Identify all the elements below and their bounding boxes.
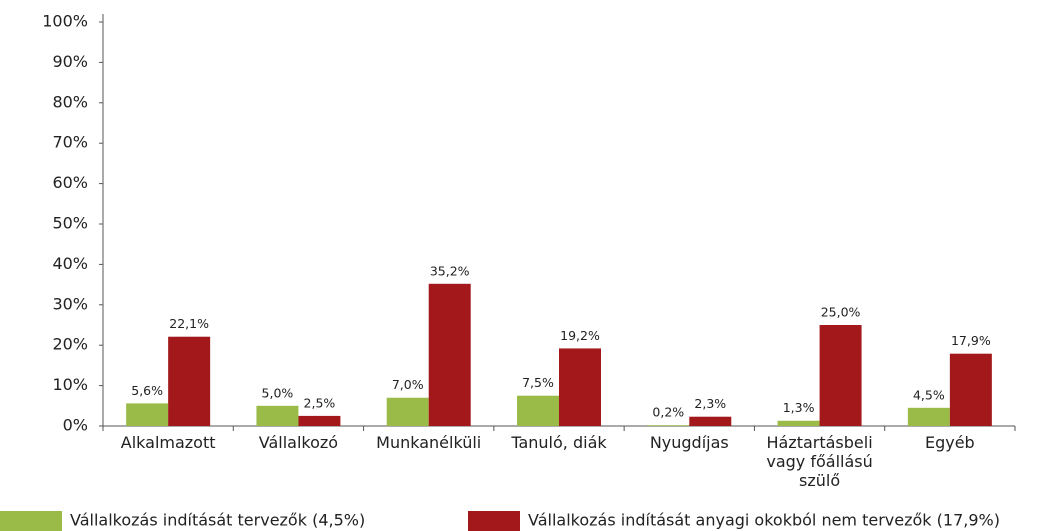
value-label: 4,5% [913, 387, 945, 402]
y-tick-label: 80% [52, 92, 88, 111]
value-label: 17,9% [951, 333, 991, 348]
bar [689, 416, 732, 426]
y-tick-label: 20% [52, 335, 88, 354]
value-label: 7,5% [522, 375, 554, 390]
value-label: 1,3% [783, 400, 815, 415]
y-tick-label: 60% [52, 173, 88, 192]
value-label: 19,2% [560, 328, 600, 343]
bar [298, 415, 341, 426]
bar [126, 403, 169, 426]
x-tick-label: Nyugdíjas [649, 433, 729, 452]
value-label: 22,1% [169, 316, 209, 331]
bar [168, 336, 211, 426]
x-tick-label: Munkanélküli [376, 433, 482, 452]
y-tick-label: 0% [63, 416, 88, 435]
bar [559, 348, 601, 426]
value-label: 2,3% [694, 396, 726, 411]
x-tick-label: Háztartásbeli vagy főállású szülő [766, 433, 873, 490]
x-tick-label: Tanuló, diák [511, 433, 607, 452]
bar [647, 425, 690, 426]
x-tick-label: Egyéb [924, 433, 975, 452]
y-tick-label: 40% [52, 254, 88, 273]
bar [819, 325, 862, 426]
legend-swatch [468, 511, 520, 531]
legend-label: Vállalkozás indítását anyagi okokból nem… [528, 511, 1000, 530]
value-label: 5,0% [262, 385, 294, 400]
y-tick-label: 90% [52, 52, 88, 71]
value-label: 35,2% [430, 263, 470, 278]
bar [256, 405, 299, 426]
bar [386, 397, 429, 426]
bar [949, 353, 992, 426]
bar [907, 407, 950, 426]
value-label: 25,0% [821, 305, 861, 320]
value-label: 5,6% [131, 383, 163, 398]
legend-swatch [0, 511, 62, 531]
y-tick-label: 70% [52, 133, 88, 152]
y-tick-label: 100% [42, 12, 88, 31]
bar [428, 283, 471, 426]
value-label: 7,0% [392, 377, 424, 392]
y-tick-label: 30% [52, 294, 88, 313]
y-tick-label: 50% [52, 214, 88, 233]
bar [777, 420, 820, 426]
value-label: 0,2% [652, 405, 684, 420]
x-tick-label: Vállalkozó [258, 433, 339, 452]
x-tick-label: Alkalmazott [120, 433, 216, 452]
bar [517, 395, 559, 426]
legend-label: Vállalkozás indítását tervezők (4,5%) [70, 511, 365, 530]
y-tick-label: 10% [52, 375, 88, 394]
value-label: 2,5% [304, 395, 336, 410]
